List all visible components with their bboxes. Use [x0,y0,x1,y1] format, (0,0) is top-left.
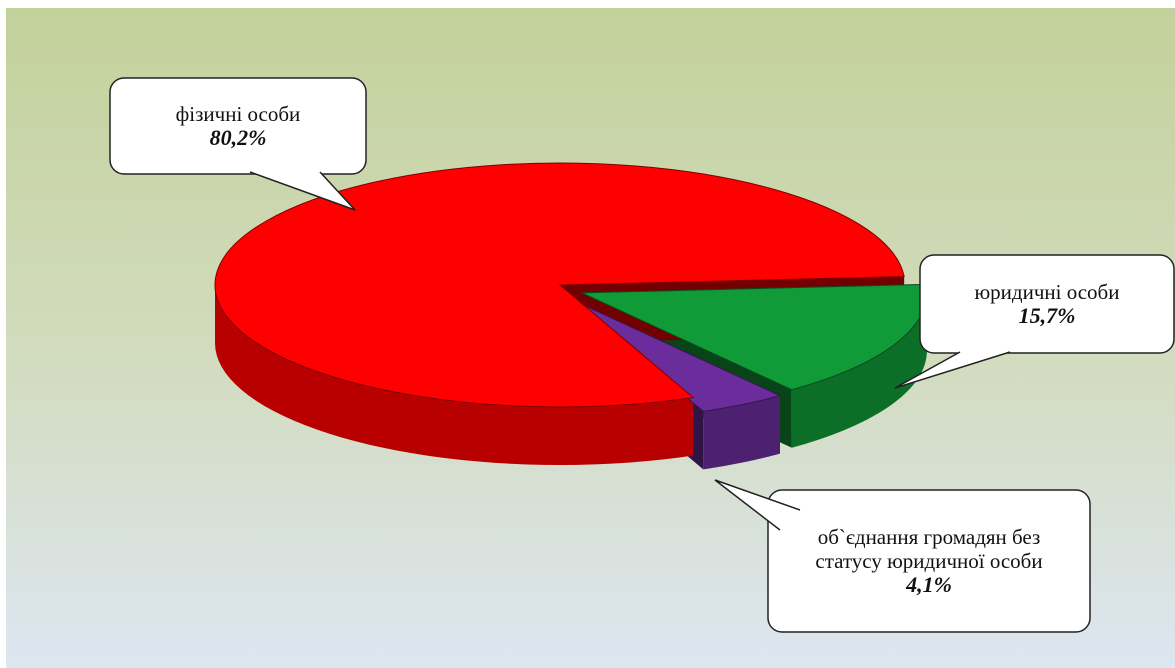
slice [214,162,905,408]
value-label: 15,7% [1018,303,1076,328]
slice [569,298,782,412]
callout-tail [715,480,800,530]
callout: юридичні особи 15,7% [922,257,1172,351]
callout: об`єднання громадян без статусу юридично… [800,492,1058,630]
callout-box [767,489,1091,633]
slice-wall [215,285,694,465]
callout-tail-edge [714,479,801,531]
slice-wall [791,292,927,448]
slice-wall [703,395,780,470]
value-label: 4,1% [906,572,952,597]
category-label: фізичні особи [175,102,301,126]
callout: фізичні особи 80,2% [112,80,364,172]
category-label: об`єднання громадян без статусу юридично… [815,525,1043,573]
callout-box [109,77,367,175]
category-label: юридичні особи [974,280,1120,304]
callout-tail-edge [249,171,356,211]
callouts [109,77,1175,633]
pie [214,162,928,470]
callout-box [919,254,1175,354]
value-label: 80,2% [209,125,267,150]
callout-tail-edge [894,351,1011,389]
